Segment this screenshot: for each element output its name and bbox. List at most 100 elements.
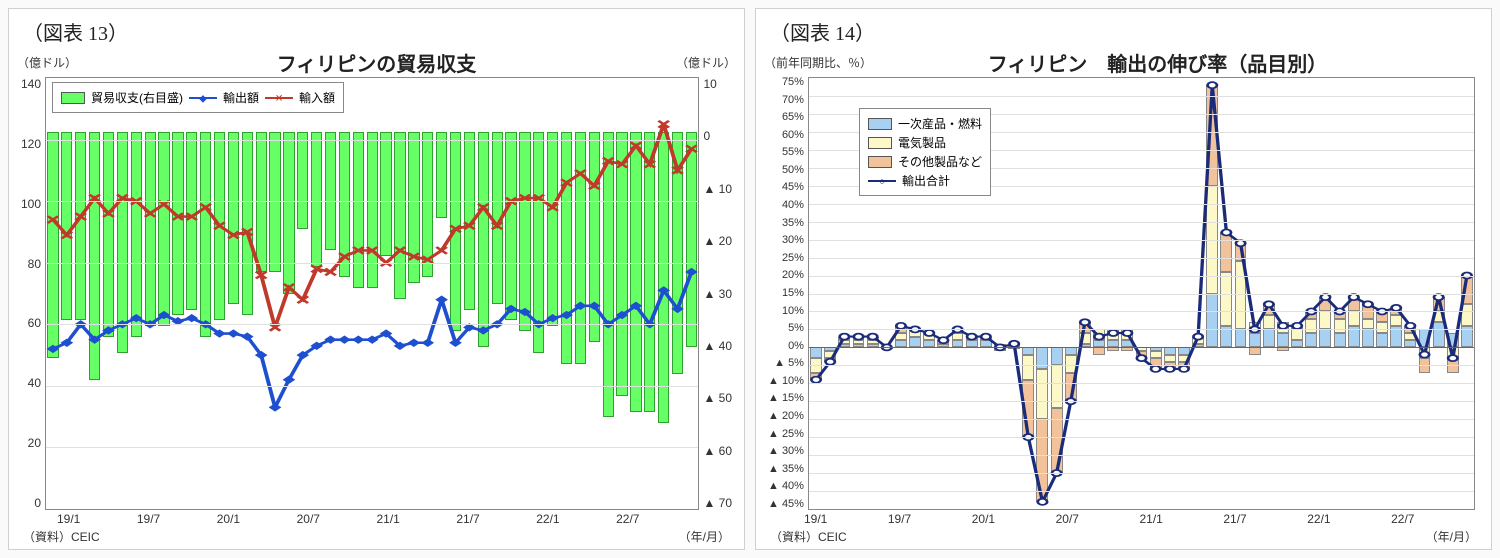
legend-label: 輸入額: [299, 89, 335, 106]
y-tick: ▲ 15%: [768, 393, 804, 404]
legend-label: 輸出合計: [902, 172, 950, 189]
y-tick: 15%: [768, 288, 804, 299]
legend-label: その他製品など: [898, 153, 982, 170]
chart-14-legend: 一次産品・燃料電気製品その他製品など ○ 輸出合計: [859, 108, 991, 196]
chart-14-plot: 一次産品・燃料電気製品その他製品など ○ 輸出合計: [808, 77, 1475, 510]
x-tick: 20/7: [1056, 512, 1140, 526]
x-tick: 22/1: [1307, 512, 1391, 526]
chart-14-footer: （資料）CEIC （年/月）: [764, 526, 1483, 545]
y-tick: 40%: [768, 200, 804, 211]
y-tick: ▲ 30: [703, 287, 732, 301]
x-tick: 21/7: [1223, 512, 1307, 526]
legend-swatch: ○: [868, 180, 896, 182]
chart-14-source: （資料）CEIC: [770, 528, 847, 545]
figure-13-panel: （図表 13） （億ドル） フィリピンの貿易収支 （億ドル） 140120100…: [8, 8, 745, 550]
legend-swatch: [868, 118, 892, 130]
x-tick: 20/7: [297, 512, 377, 526]
x-tick: 19/1: [804, 512, 888, 526]
x-tick: 22/7: [616, 512, 696, 526]
x-tick: 19/7: [888, 512, 972, 526]
x-tick: 21/1: [1140, 512, 1224, 526]
y-tick: 40: [21, 376, 41, 390]
x-tick: 22/1: [536, 512, 616, 526]
y-tick: ▲ 60: [703, 444, 732, 458]
legend-label: 輸出額: [223, 89, 259, 106]
chart-13-left-unit: （億ドル）: [17, 54, 77, 71]
y-tick: ▲ 45%: [768, 499, 804, 510]
y-tick: ▲ 40: [703, 339, 732, 353]
figure-14-panel: （図表 14） （前年同期比、％） フィリピン 輸出の伸び率（品目別） 75%7…: [755, 8, 1492, 550]
y-tick: 100: [21, 197, 41, 211]
y-tick: ▲ 40%: [768, 481, 804, 492]
chart-14-y-unit: （前年同期比、％）: [764, 54, 872, 71]
y-tick: 120: [21, 137, 41, 151]
y-tick: ▲ 20%: [768, 411, 804, 422]
y-tick: 60: [21, 316, 41, 330]
chart-14-header: （前年同期比、％） フィリピン 輸出の伸び率（品目別）: [764, 48, 1483, 77]
y-tick: 25%: [768, 253, 804, 264]
legend-label: 貿易収支(右目盛): [91, 89, 183, 106]
chart-13-body: 140120100806040200 貿易収支(右目盛)◆輸出額✕輸入額 100…: [17, 77, 736, 510]
x-tick: 21/7: [456, 512, 536, 526]
chart-13-footer: （資料）CEIC （年/月）: [17, 526, 736, 545]
legend-label: 電気製品: [898, 134, 946, 151]
legend-swatch: ◆: [189, 97, 217, 99]
figure-14-label: （図表 14）: [770, 17, 1483, 46]
y-tick: 10%: [768, 306, 804, 317]
y-tick: 0%: [768, 341, 804, 352]
y-tick: 60%: [768, 130, 804, 141]
chart-13-plot: 貿易収支(右目盛) ◆ 輸出額 ✕ 輸入額: [45, 77, 699, 510]
y-tick: ▲ 10: [703, 182, 732, 196]
y-tick: 35%: [768, 218, 804, 229]
legend-swatch: [61, 92, 85, 104]
y-tick: ▲ 30%: [768, 446, 804, 457]
chart-13-lines: [46, 78, 698, 509]
y-tick: 20: [21, 436, 41, 450]
y-tick: 75%: [768, 77, 804, 88]
chart-14-left-axis: 75% 70% 65% 60% 55% 50% 45% 40% 35% 30% 25% 20% 15% 1…: [764, 77, 808, 510]
x-tick: 20/1: [217, 512, 297, 526]
y-tick: 20%: [768, 270, 804, 281]
y-tick: 55%: [768, 147, 804, 158]
x-tick: 19/1: [57, 512, 137, 526]
chart-14-x-axis: 19/119/720/120/721/121/722/122/7: [804, 510, 1475, 526]
chart-14-body: 75% 70% 65% 60% 55% 50% 45% 40% 35% 30% 25% 20% 15% 1…: [764, 77, 1483, 510]
y-tick: ▲ 10%: [768, 376, 804, 387]
y-tick: 80: [21, 257, 41, 271]
chart-13-title: フィリピンの貿易収支: [85, 48, 668, 77]
y-tick: 65%: [768, 112, 804, 123]
legend-swatch: [868, 156, 892, 168]
chart-13-x-axis: 19/119/720/120/721/121/722/122/7: [57, 510, 696, 526]
x-tick: 20/1: [972, 512, 1056, 526]
chart-13-legend: 貿易収支(右目盛) ◆ 輸出額 ✕ 輸入額: [52, 82, 344, 113]
y-tick: 10: [703, 77, 732, 91]
legend-swatch: [868, 137, 892, 149]
y-tick: ▲ 25%: [768, 429, 804, 440]
y-tick: ▲ 35%: [768, 464, 804, 475]
chart-13-right-axis: 10 0 ▲ 10 ▲ 20 ▲ 30 ▲ 40 ▲ 50 ▲ 60 ▲ 70: [699, 77, 736, 510]
y-tick: 45%: [768, 182, 804, 193]
y-tick: 50%: [768, 165, 804, 176]
legend-label: 一次産品・燃料: [898, 115, 982, 132]
y-tick: 30%: [768, 235, 804, 246]
x-tick: 19/7: [137, 512, 217, 526]
chart-13-left-axis: 140 120 100 80 60 40 20 0: [17, 77, 45, 510]
x-tick: 22/7: [1391, 512, 1475, 526]
x-tick: 21/1: [377, 512, 457, 526]
chart-14-title: フィリピン 輸出の伸び率（品目別）: [880, 48, 1435, 77]
y-tick: ▲ 5%: [768, 358, 804, 369]
chart-13-header: （億ドル） フィリピンの貿易収支 （億ドル）: [17, 48, 736, 77]
chart-13-x-unit: （年/月）: [679, 528, 730, 545]
figure-13-label: （図表 13）: [23, 17, 736, 46]
legend-swatch: ✕: [265, 97, 293, 99]
y-tick: ▲ 20: [703, 234, 732, 248]
y-tick: ▲ 70: [703, 496, 732, 510]
y-tick: 140: [21, 77, 41, 91]
chart-13-right-unit: （億ドル）: [676, 54, 736, 71]
y-tick: 0: [703, 129, 732, 143]
y-tick: 0: [21, 496, 41, 510]
chart-13-source: （資料）CEIC: [23, 528, 100, 545]
y-tick: 70%: [768, 95, 804, 106]
y-tick: 5%: [768, 323, 804, 334]
y-tick: ▲ 50: [703, 391, 732, 405]
